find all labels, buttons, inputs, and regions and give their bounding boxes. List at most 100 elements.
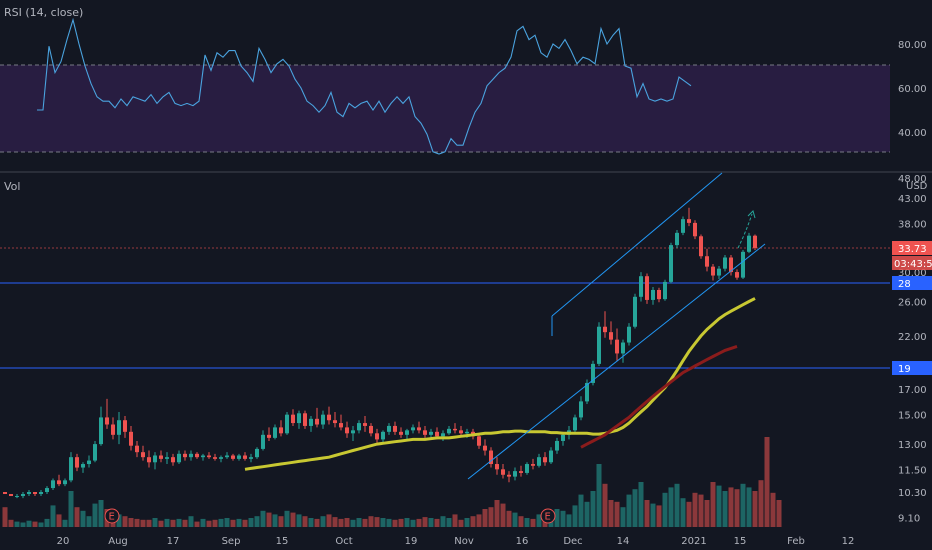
time-axis-label: Dec — [563, 536, 582, 547]
volume-bar — [266, 512, 272, 527]
volume-bar — [284, 510, 290, 527]
earnings-marker[interactable]: E — [104, 508, 120, 524]
volume-bar — [422, 517, 428, 527]
time-axis-label: 16 — [516, 536, 529, 547]
volume-bar — [446, 518, 452, 527]
candlestick — [591, 360, 595, 386]
candlestick — [243, 452, 247, 461]
volume-bar — [182, 519, 188, 527]
candlestick — [555, 437, 559, 454]
candlestick — [507, 471, 511, 483]
candlestick — [615, 328, 619, 361]
time-axis-label: Sep — [222, 536, 241, 547]
price-tick-label: 11.50 — [898, 465, 927, 476]
volume-title: Vol — [4, 180, 20, 193]
candlestick — [99, 406, 103, 446]
candlestick — [171, 453, 175, 466]
volume-bar — [404, 518, 410, 527]
countdown-label: 03:43:56 — [894, 259, 932, 270]
candlestick — [543, 452, 547, 466]
volume-bar — [482, 509, 488, 527]
volume-bar — [302, 516, 308, 527]
earnings-marker[interactable]: E — [540, 508, 556, 524]
channel-lower-line[interactable] — [467, 243, 766, 480]
volume-bar — [452, 514, 458, 527]
volume-bar — [386, 518, 392, 527]
currency-label: USD — [906, 181, 928, 192]
candlestick — [285, 411, 289, 435]
channel-upper-line[interactable] — [551, 172, 723, 317]
volume-bar — [464, 518, 470, 527]
volume-bar — [662, 492, 668, 527]
price-tick-label: 48.00 — [898, 174, 927, 185]
volume-bar — [356, 518, 362, 527]
volume-bar — [638, 482, 644, 527]
volume-bar — [614, 501, 620, 527]
volume-bar — [632, 489, 638, 527]
volume-bar — [722, 491, 728, 527]
candlestick — [213, 453, 217, 461]
volume-bar — [692, 492, 698, 527]
candlestick — [177, 450, 181, 465]
volume-bar — [128, 518, 134, 527]
candlestick — [231, 453, 235, 461]
time-axis[interactable]: 20 Aug 17 Sep 15 Oct 19 Nov 16 Dec 14 2021 15 Feb 12 — [57, 536, 855, 547]
candlestick — [75, 453, 79, 472]
time-axis-label: Nov — [454, 536, 474, 547]
candlestick — [279, 420, 283, 437]
candlestick — [21, 492, 25, 499]
candlestick — [81, 462, 85, 473]
volume-bar — [776, 500, 782, 527]
time-axis-label: 17 — [167, 536, 180, 547]
candlestick — [675, 230, 679, 249]
candlestick — [699, 234, 703, 259]
volume-bar — [380, 518, 386, 527]
volume-bar — [344, 518, 350, 527]
volume-bar — [146, 519, 152, 527]
volume-bar — [200, 518, 206, 527]
candlestick — [147, 450, 151, 468]
volume-bar — [716, 485, 722, 527]
candlestick — [573, 414, 577, 432]
volume-bar — [764, 437, 770, 527]
candlestick — [459, 425, 463, 437]
candlestick — [393, 421, 397, 435]
volume-bar — [56, 514, 62, 527]
volume-bar — [608, 500, 614, 527]
volume-bar — [254, 516, 260, 527]
volume-bar — [8, 519, 14, 527]
volume-bar — [230, 519, 236, 527]
projection-arrow-head-icon — [747, 210, 756, 219]
volume-bar — [176, 518, 182, 527]
volume-bar — [242, 519, 248, 527]
volume-bar — [506, 510, 512, 527]
time-axis-label: 15 — [734, 536, 747, 547]
volume-bar — [278, 516, 284, 527]
volume-bar — [26, 520, 32, 527]
volume-bar — [218, 518, 224, 527]
price-tick-label: 38.00 — [898, 219, 927, 230]
candlestick — [261, 430, 265, 451]
volume-bar — [194, 521, 200, 527]
volume-bar — [332, 517, 338, 527]
hline-label-lower: 19 — [898, 364, 911, 375]
candlestick — [729, 254, 733, 276]
volume-bar — [248, 518, 254, 527]
candlestick — [753, 234, 757, 250]
candlestick — [489, 447, 493, 468]
rsi-overbought-band — [0, 65, 890, 152]
volume-bar — [740, 483, 746, 527]
volume-bar — [92, 503, 98, 527]
volume-bar — [362, 518, 368, 527]
candlestick — [579, 396, 583, 421]
candlestick — [291, 409, 295, 426]
candlestick — [585, 379, 589, 404]
candlestick — [687, 207, 691, 227]
candlestick — [345, 421, 349, 438]
volume-bar — [488, 507, 494, 527]
candlestick — [189, 450, 193, 461]
volume-bar — [20, 522, 26, 527]
rsi-tick-label: 80.00 — [898, 40, 927, 51]
volume-bar — [602, 483, 608, 527]
